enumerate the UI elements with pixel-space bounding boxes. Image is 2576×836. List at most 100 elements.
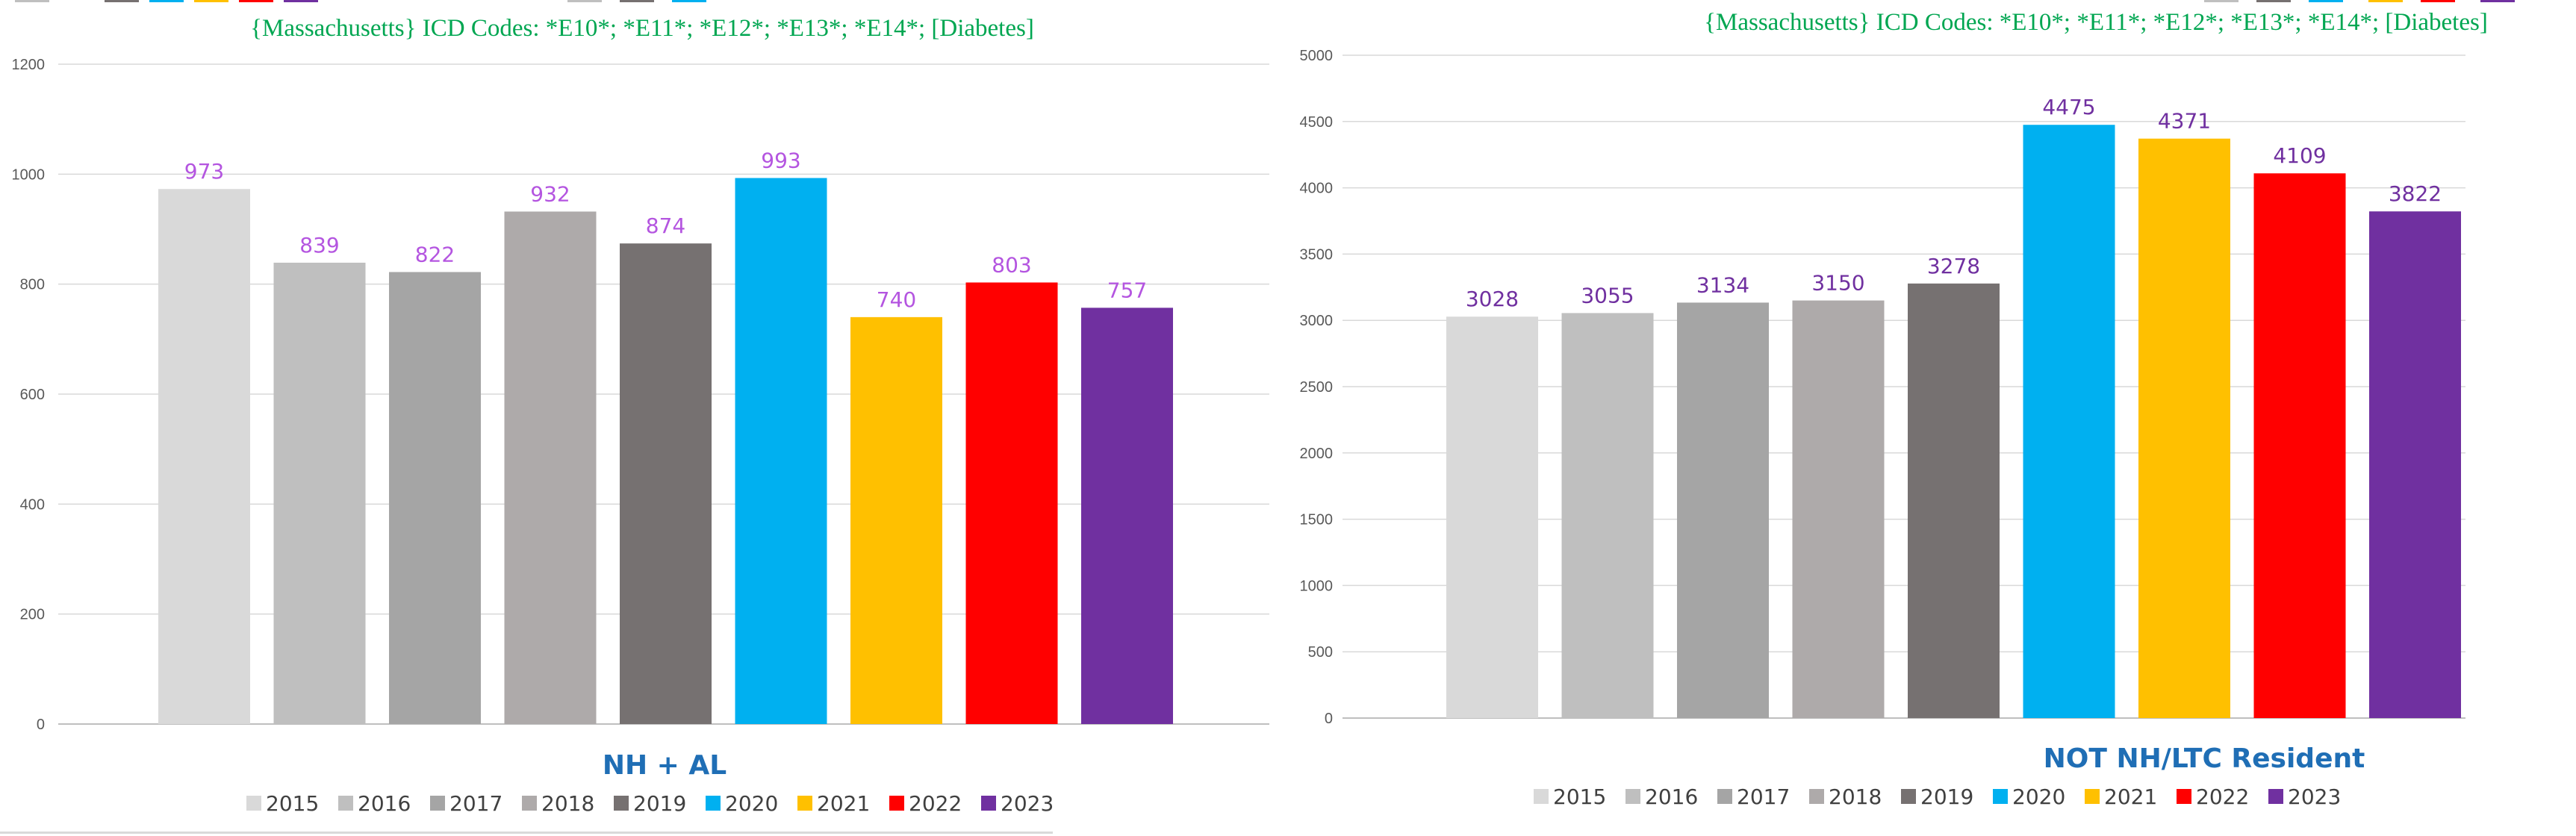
bar-2022 bbox=[965, 282, 1058, 724]
data-label-2019: 874 bbox=[646, 213, 685, 238]
y-tick-label: 0 bbox=[37, 717, 45, 733]
y-tick-label: 4500 bbox=[1300, 114, 1334, 131]
chart-panel-nh-al: {Massachusetts} ICD Codes: *E10*; *E11*;… bbox=[0, 0, 1287, 836]
y-tick-label: 4000 bbox=[1300, 181, 1334, 197]
legend-swatch-2021 bbox=[2085, 789, 2100, 804]
legend-swatch-2018 bbox=[522, 796, 537, 811]
y-tick-label: 2000 bbox=[1300, 446, 1334, 462]
bar-2018 bbox=[504, 211, 597, 725]
chart-nh-al: {Massachusetts} ICD Codes: *E10*; *E11*;… bbox=[12, 15, 1269, 816]
top-strip-mark bbox=[15, 0, 49, 2]
bar-2020 bbox=[2023, 125, 2115, 719]
top-strip-mark bbox=[2204, 0, 2239, 2]
data-label-2016: 3055 bbox=[1581, 283, 1634, 308]
bar-2020 bbox=[735, 178, 827, 725]
legend-swatch-2023 bbox=[981, 796, 996, 811]
top-strip-mark bbox=[149, 0, 184, 2]
bar-2023 bbox=[2369, 211, 2461, 719]
legend-label-2016: 2016 bbox=[1645, 784, 1698, 809]
legend-swatch-2023 bbox=[2268, 789, 2283, 804]
legend-swatch-2015 bbox=[1534, 789, 1549, 804]
bar-2015 bbox=[158, 189, 250, 724]
top-strip-mark bbox=[620, 0, 654, 2]
top-strip bbox=[1286, 0, 2576, 2]
top-strip-mark bbox=[239, 0, 273, 2]
legend-label-2018: 2018 bbox=[541, 791, 594, 816]
top-strip-mark bbox=[672, 0, 706, 2]
y-tick-label: 0 bbox=[1325, 711, 1333, 727]
legend-swatch-2021 bbox=[797, 796, 812, 811]
legend-swatch-2022 bbox=[889, 796, 904, 811]
data-label-2018: 3150 bbox=[1811, 271, 1864, 296]
chart-not-nh-ltc: {Massachusetts} ICD Codes: *E10*; *E11*;… bbox=[1300, 9, 2488, 809]
y-tick-label: 400 bbox=[20, 496, 45, 513]
legend-swatch-2019 bbox=[614, 796, 629, 811]
bar-2019 bbox=[1908, 283, 2000, 718]
bar-2021 bbox=[2138, 138, 2230, 719]
legend-label-2019: 2019 bbox=[1920, 784, 1973, 809]
legend-label-2022: 2022 bbox=[909, 791, 962, 816]
bar-2019 bbox=[620, 243, 712, 724]
bar-2015 bbox=[1446, 316, 1538, 719]
data-label-2020: 4475 bbox=[2042, 95, 2095, 119]
y-tick-label: 2500 bbox=[1300, 379, 1334, 396]
top-strip-mark bbox=[2309, 0, 2343, 2]
data-label-2021: 4371 bbox=[2158, 109, 2211, 134]
legend-swatch-2017 bbox=[1717, 789, 1732, 804]
legend-swatch-2019 bbox=[1901, 789, 1916, 804]
bar-2017 bbox=[389, 272, 481, 725]
legend-swatch-2016 bbox=[338, 796, 353, 811]
legend-label-2022: 2022 bbox=[2196, 784, 2249, 809]
legend-label-2017: 2017 bbox=[1737, 784, 1790, 809]
bar-2018 bbox=[1792, 300, 1885, 718]
data-label-2015: 3028 bbox=[1466, 287, 1519, 311]
data-label-2016: 839 bbox=[299, 233, 339, 258]
top-strip-mark bbox=[2480, 0, 2515, 2]
y-tick-label: 3000 bbox=[1300, 313, 1334, 329]
data-label-2023: 757 bbox=[1107, 278, 1147, 302]
bar-2016 bbox=[273, 262, 366, 725]
y-tick-label: 800 bbox=[20, 277, 45, 293]
bar-2023 bbox=[1081, 308, 1173, 724]
legend-label-2021: 2021 bbox=[2104, 784, 2157, 809]
top-strip-mark bbox=[105, 0, 139, 2]
legend-label-2015: 2015 bbox=[266, 791, 319, 816]
legend-label-2023: 2023 bbox=[1001, 791, 1054, 816]
legend-swatch-2015 bbox=[246, 796, 261, 811]
legend-swatch-2020 bbox=[1993, 789, 2008, 804]
top-strip-mark bbox=[284, 0, 318, 2]
bar-2022 bbox=[2253, 173, 2346, 719]
data-label-2017: 3134 bbox=[1696, 272, 1749, 297]
legend-label-2018: 2018 bbox=[1829, 784, 1882, 809]
legend-swatch-2016 bbox=[1625, 789, 1640, 804]
bar-2016 bbox=[1561, 313, 1654, 718]
legend-swatch-2020 bbox=[706, 796, 721, 811]
top-strip-mark bbox=[2421, 0, 2455, 2]
top-strip-mark bbox=[2368, 0, 2403, 2]
data-label-2019: 3278 bbox=[1927, 254, 1980, 278]
chart-title: NH + AL bbox=[603, 750, 727, 781]
y-tick-label: 1000 bbox=[1300, 578, 1334, 594]
legend-swatch-2018 bbox=[1809, 789, 1824, 804]
legend-label-2017: 2017 bbox=[449, 791, 503, 816]
top-strip-mark bbox=[567, 0, 602, 2]
top-strip bbox=[0, 0, 1286, 2]
y-tick-label: 1500 bbox=[1300, 512, 1334, 528]
chart-subtitle: {Massachusetts} ICD Codes: *E10*; *E11*;… bbox=[250, 15, 1034, 42]
chart-title: NOT NH/LTC Resident bbox=[2044, 743, 2365, 774]
top-strip-mark bbox=[2256, 0, 2291, 2]
y-tick-label: 3500 bbox=[1300, 246, 1334, 263]
bar-2017 bbox=[1677, 302, 1769, 718]
data-label-2015: 973 bbox=[184, 159, 224, 184]
legend-label-2019: 2019 bbox=[633, 791, 686, 816]
y-tick-label: 5000 bbox=[1300, 48, 1334, 64]
y-tick-label: 200 bbox=[20, 607, 45, 623]
data-label-2018: 932 bbox=[530, 181, 570, 206]
legend-swatch-2022 bbox=[2177, 789, 2191, 804]
legend-label-2020: 2020 bbox=[725, 791, 778, 816]
legend-label-2015: 2015 bbox=[1553, 784, 1606, 809]
bar-2021 bbox=[850, 316, 942, 724]
legend-label-2020: 2020 bbox=[2012, 784, 2065, 809]
y-tick-label: 500 bbox=[1308, 644, 1333, 661]
legend-label-2023: 2023 bbox=[2288, 784, 2341, 809]
